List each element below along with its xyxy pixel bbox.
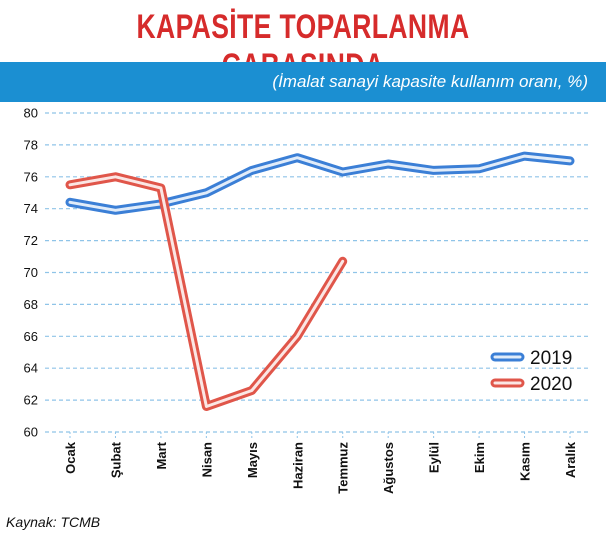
- x-tick-label: Ağustos: [381, 442, 396, 494]
- series-2019: [65, 151, 575, 215]
- y-axis-ticks: 80 78 76 74 72 70 68 66 64 62 60: [24, 106, 38, 440]
- y-tick-label: 68: [24, 297, 38, 312]
- legend-label: 2020: [530, 374, 572, 395]
- subtitle-band: [0, 62, 606, 102]
- x-tick-label: Haziran: [290, 442, 305, 489]
- x-tick-label: Mart: [154, 441, 169, 469]
- y-tick-label: 70: [24, 265, 38, 280]
- x-tick-label: Eylül: [427, 442, 442, 473]
- legend-item-2019: 2019: [490, 348, 572, 369]
- y-tick-label: 66: [24, 329, 38, 344]
- series-lines: [65, 151, 575, 411]
- x-tick-label: Şubat: [108, 441, 123, 478]
- line-chart: 80 78 76 74 72 70 68 66 64 62 60 Ocak Şubat Mart Nisa…: [24, 106, 590, 494]
- y-tick-label: 62: [24, 393, 38, 408]
- y-tick-label: 74: [24, 201, 38, 216]
- chart-subtitle: (İmalat sanayi kapasite kullanım oranı, …: [272, 72, 588, 91]
- series-2020: [65, 172, 348, 411]
- y-tick-label: 60: [24, 425, 38, 440]
- legend-label: 2019: [530, 348, 572, 369]
- y-tick-label: 64: [24, 361, 38, 376]
- legend-item-2020: 2020: [490, 374, 572, 395]
- y-tick-label: 78: [24, 137, 38, 152]
- x-tick-label: Nisan: [199, 442, 214, 477]
- x-tick-label: Mayıs: [245, 442, 260, 478]
- x-tick-label: Ekim: [472, 442, 487, 473]
- legend: 2019 2020: [490, 348, 572, 395]
- series-line-highlight: [68, 175, 345, 408]
- x-tick-label: Aralık: [563, 441, 578, 478]
- series-line-highlight: [68, 154, 572, 212]
- x-tick-label: Temmuz: [336, 442, 351, 494]
- y-tick-label: 76: [24, 169, 38, 184]
- y-tick-label: 80: [24, 106, 38, 121]
- x-tick-label: Ocak: [63, 441, 78, 474]
- y-tick-label: 72: [24, 233, 38, 248]
- source-note: Kaynak: TCMB: [6, 514, 101, 530]
- x-tick-label: Kasım: [518, 442, 533, 481]
- x-axis-ticks: Ocak Şubat Mart Nisan Mayıs Haziran Temmuz Ağus…: [63, 432, 578, 494]
